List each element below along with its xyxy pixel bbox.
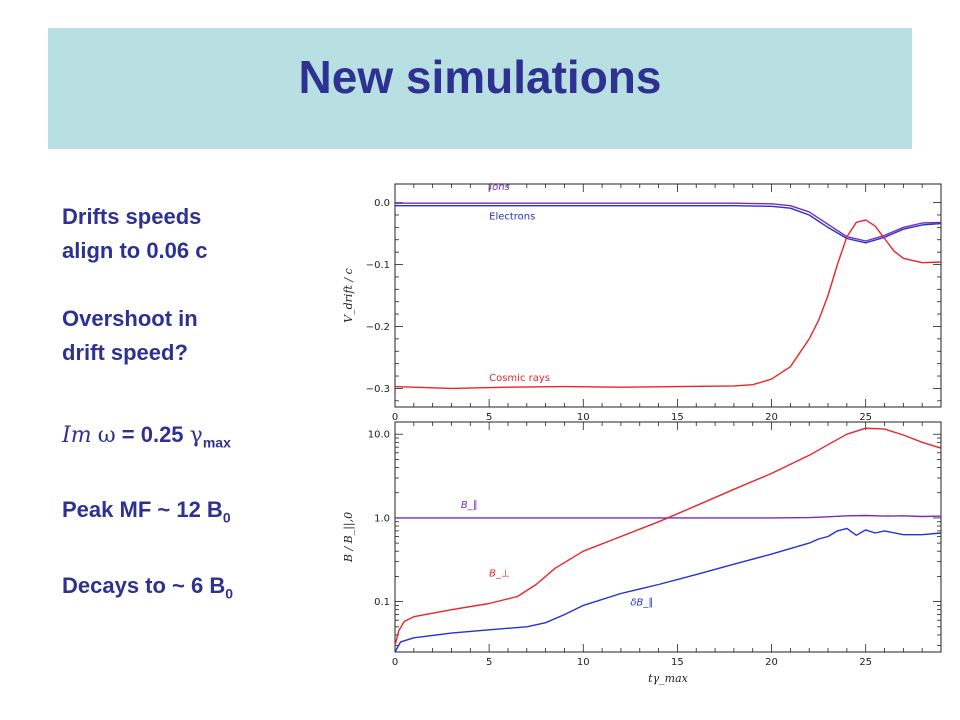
y-tick-label: 0.0 — [374, 198, 390, 209]
y-tick-label: −0.3 — [366, 384, 390, 395]
y-tick-label: −0.2 — [366, 322, 390, 333]
series-line-b — [394, 527, 942, 653]
y-axis-label: B / B_||,0 — [342, 512, 356, 563]
note-drift-line2: align to 0.06 c — [62, 238, 208, 263]
series-line-b — [394, 427, 942, 646]
growth-gamma: γ — [189, 423, 203, 448]
peak-sub: 0 — [222, 509, 231, 526]
x-tick-label: 10 — [577, 657, 590, 668]
series-label-b: δB_∥ — [630, 597, 653, 608]
series-line-b — [395, 514, 942, 519]
note-peak-mf: Peak MF ~ 12 B0 — [62, 493, 332, 534]
series-line-electrons — [395, 204, 942, 244]
y-axis-label: V_drift / c — [342, 268, 355, 323]
note-decays: Decays to ~ 6 B0 — [62, 569, 332, 610]
x-tick-label: 5 — [486, 412, 492, 423]
x-tick-label: 5 — [486, 657, 492, 668]
decay-text: Decays to ~ 6 B — [62, 572, 226, 598]
magnetic-field-chart: 0 5 10 15 20 25 0.1 1.0 10.0 B / B_||,0 tγ_max B_∥ B… — [342, 421, 942, 685]
decay-sub: 0 — [225, 585, 234, 602]
y-tick-label: 0.1 — [374, 597, 390, 608]
x-tick-label: 20 — [765, 657, 778, 668]
peak-text: Peak MF ~ 12 B — [62, 497, 223, 523]
note-drift-line1: Drifts speeds — [62, 204, 202, 229]
series-label-ions: Ions — [489, 182, 510, 193]
note-growth-rate: Im ω = 0.25 γmax — [62, 418, 332, 459]
notes-panel: Drifts speeds align to 0.06 c Overshoot … — [62, 200, 332, 610]
y-tick-label: 1.0 — [374, 513, 390, 524]
x-tick-label: 10 — [577, 412, 590, 423]
y-tick-label: −0.1 — [366, 260, 390, 271]
growth-sub: max — [202, 434, 231, 451]
series-line-ions — [395, 202, 942, 242]
series-label-b: B_∥ — [461, 500, 478, 511]
slide-title: New simulations — [298, 51, 662, 103]
plot-frame — [394, 421, 942, 653]
series-line-cosmic-rays — [394, 219, 942, 390]
drift-speed-chart: 0 5 10 15 20 25 0.0 −0.1 −0.2 −0.3 V_drift / c Ions… — [342, 182, 942, 423]
x-tick-label: 15 — [671, 657, 684, 668]
note-overshoot-line2: drift speed? — [62, 340, 188, 365]
x-tick-label: 20 — [765, 412, 778, 423]
y-tick-label: 10.0 — [368, 430, 390, 441]
x-tick-label: 25 — [859, 412, 872, 423]
note-overshoot-line1: Overshoot in — [62, 306, 198, 331]
series-label-cosmic-rays: Cosmic rays — [489, 373, 550, 384]
series-label-electrons: Electrons — [489, 211, 535, 222]
x-tick-label: 0 — [392, 412, 398, 423]
x-tick-label: 15 — [671, 412, 684, 423]
title-band: New simulations — [48, 28, 912, 149]
growth-omega: ω — [97, 423, 116, 448]
x-tick-label: 0 — [392, 657, 398, 668]
growth-eq: = 0.25 — [121, 422, 184, 447]
series-label-b: B_⊥ — [489, 568, 510, 579]
x-axis-label: tγ_max — [648, 672, 688, 685]
growth-im: Im — [62, 423, 92, 448]
plot-frame — [394, 183, 942, 408]
x-tick-label: 25 — [859, 657, 872, 668]
